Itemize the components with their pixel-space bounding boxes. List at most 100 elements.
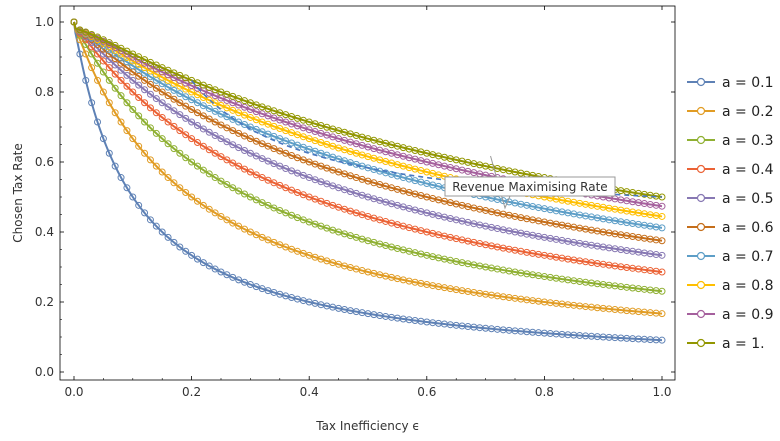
- data-point: [305, 218, 313, 226]
- data-point: [135, 142, 143, 150]
- data-point: [123, 99, 131, 107]
- data-point: [235, 129, 243, 137]
- data-point: [182, 93, 190, 101]
- data-point: [170, 238, 178, 246]
- data-point: [99, 88, 107, 96]
- y-tick-label: 0.0: [35, 365, 54, 379]
- data-point: [88, 99, 96, 107]
- annotation: Revenue Maximising Rate: [444, 155, 616, 210]
- data-point: [170, 145, 178, 153]
- data-point: [276, 116, 284, 124]
- data-point: [288, 186, 296, 194]
- data-point: [252, 101, 260, 109]
- data-point: [99, 68, 107, 76]
- data-point: [176, 99, 184, 107]
- data-point: [146, 156, 154, 164]
- axis-ticks: 0.0 0.0 0.2 0.2 0.4 0.4 0.6 0.6 0.8 0.8 1.0 1.0: [35, 6, 675, 399]
- data-point: [94, 76, 102, 84]
- data-point: [111, 84, 119, 92]
- data-point: [164, 103, 172, 111]
- annotation-label: Revenue Maximising Rate: [452, 180, 607, 194]
- data-point: [658, 336, 666, 344]
- data-point: [235, 187, 243, 195]
- data-point: [217, 88, 225, 96]
- legend-label: a = 0.8: [722, 278, 773, 294]
- data-point: [276, 125, 284, 133]
- data-point: [158, 135, 166, 143]
- x-tick-label: 1.0: [652, 385, 671, 399]
- data-point: [241, 103, 249, 111]
- y-tick-label: 1.0: [35, 15, 54, 29]
- x-tick-label: 0.2: [182, 385, 201, 399]
- data-point: [293, 154, 301, 162]
- data-point: [141, 99, 149, 107]
- series-3: [70, 18, 666, 295]
- data-point: [305, 145, 313, 153]
- data-point: [288, 211, 296, 219]
- data-point: [258, 128, 266, 136]
- data-point: [264, 142, 272, 150]
- data-point: [135, 53, 143, 61]
- data-point: [246, 113, 254, 121]
- data-point: [276, 135, 284, 143]
- data-point: [176, 90, 184, 98]
- data-point: [246, 106, 254, 114]
- legend-entry: a = 0.9: [687, 307, 773, 323]
- data-point: [182, 131, 190, 139]
- data-point: [170, 107, 178, 115]
- data-point: [658, 237, 666, 245]
- data-point: [241, 225, 249, 233]
- legend-label: a = 0.6: [722, 220, 774, 236]
- data-point: [223, 156, 231, 164]
- data-point: [123, 82, 131, 90]
- data-point: [323, 199, 331, 207]
- x-axis-title: Tax Inefficiency ϵ: [315, 419, 420, 433]
- data-point: [76, 26, 84, 34]
- data-point: [129, 135, 137, 143]
- series-7: [70, 18, 666, 232]
- legend-label: a = 1.: [722, 336, 765, 352]
- data-point: [188, 96, 196, 104]
- data-point: [146, 90, 154, 98]
- data-point: [282, 243, 290, 251]
- data-point: [158, 64, 166, 72]
- data-point: [223, 138, 231, 146]
- data-point: [246, 168, 254, 176]
- legend-label: a = 0.4: [722, 162, 774, 178]
- data-point: [141, 118, 149, 126]
- data-point: [252, 231, 260, 239]
- data-point: [235, 276, 243, 284]
- data-point: [241, 190, 249, 198]
- data-point: [282, 149, 290, 157]
- series-10: [70, 18, 666, 201]
- data-point: [164, 233, 172, 241]
- y-tick-label: 0.2: [35, 295, 54, 309]
- data-point: [241, 146, 249, 154]
- data-point: [199, 166, 207, 174]
- data-point: [305, 158, 313, 166]
- plot-frame: [59, 5, 676, 381]
- data-point: [288, 129, 296, 137]
- data-point: [182, 189, 190, 197]
- data-point: [188, 82, 196, 90]
- data-point: [270, 204, 278, 212]
- data-point: [158, 99, 166, 107]
- data-point: [299, 191, 307, 199]
- data-point: [188, 135, 196, 143]
- series-line: [73, 21, 663, 315]
- data-point: [129, 76, 137, 84]
- data-point: [164, 118, 172, 126]
- data-point: [229, 106, 237, 114]
- data-point: [264, 157, 272, 165]
- data-point: [205, 105, 213, 113]
- data-point: [199, 112, 207, 120]
- data-point: [276, 181, 284, 189]
- data-point: [246, 281, 254, 288]
- x-tick-label: 0.6: [417, 385, 436, 399]
- data-point: [88, 30, 96, 38]
- data-point: [276, 241, 284, 249]
- data-point: [317, 178, 325, 186]
- data-point: [176, 149, 184, 157]
- data-point: [188, 76, 196, 84]
- legend-label: a = 0.5: [722, 191, 773, 207]
